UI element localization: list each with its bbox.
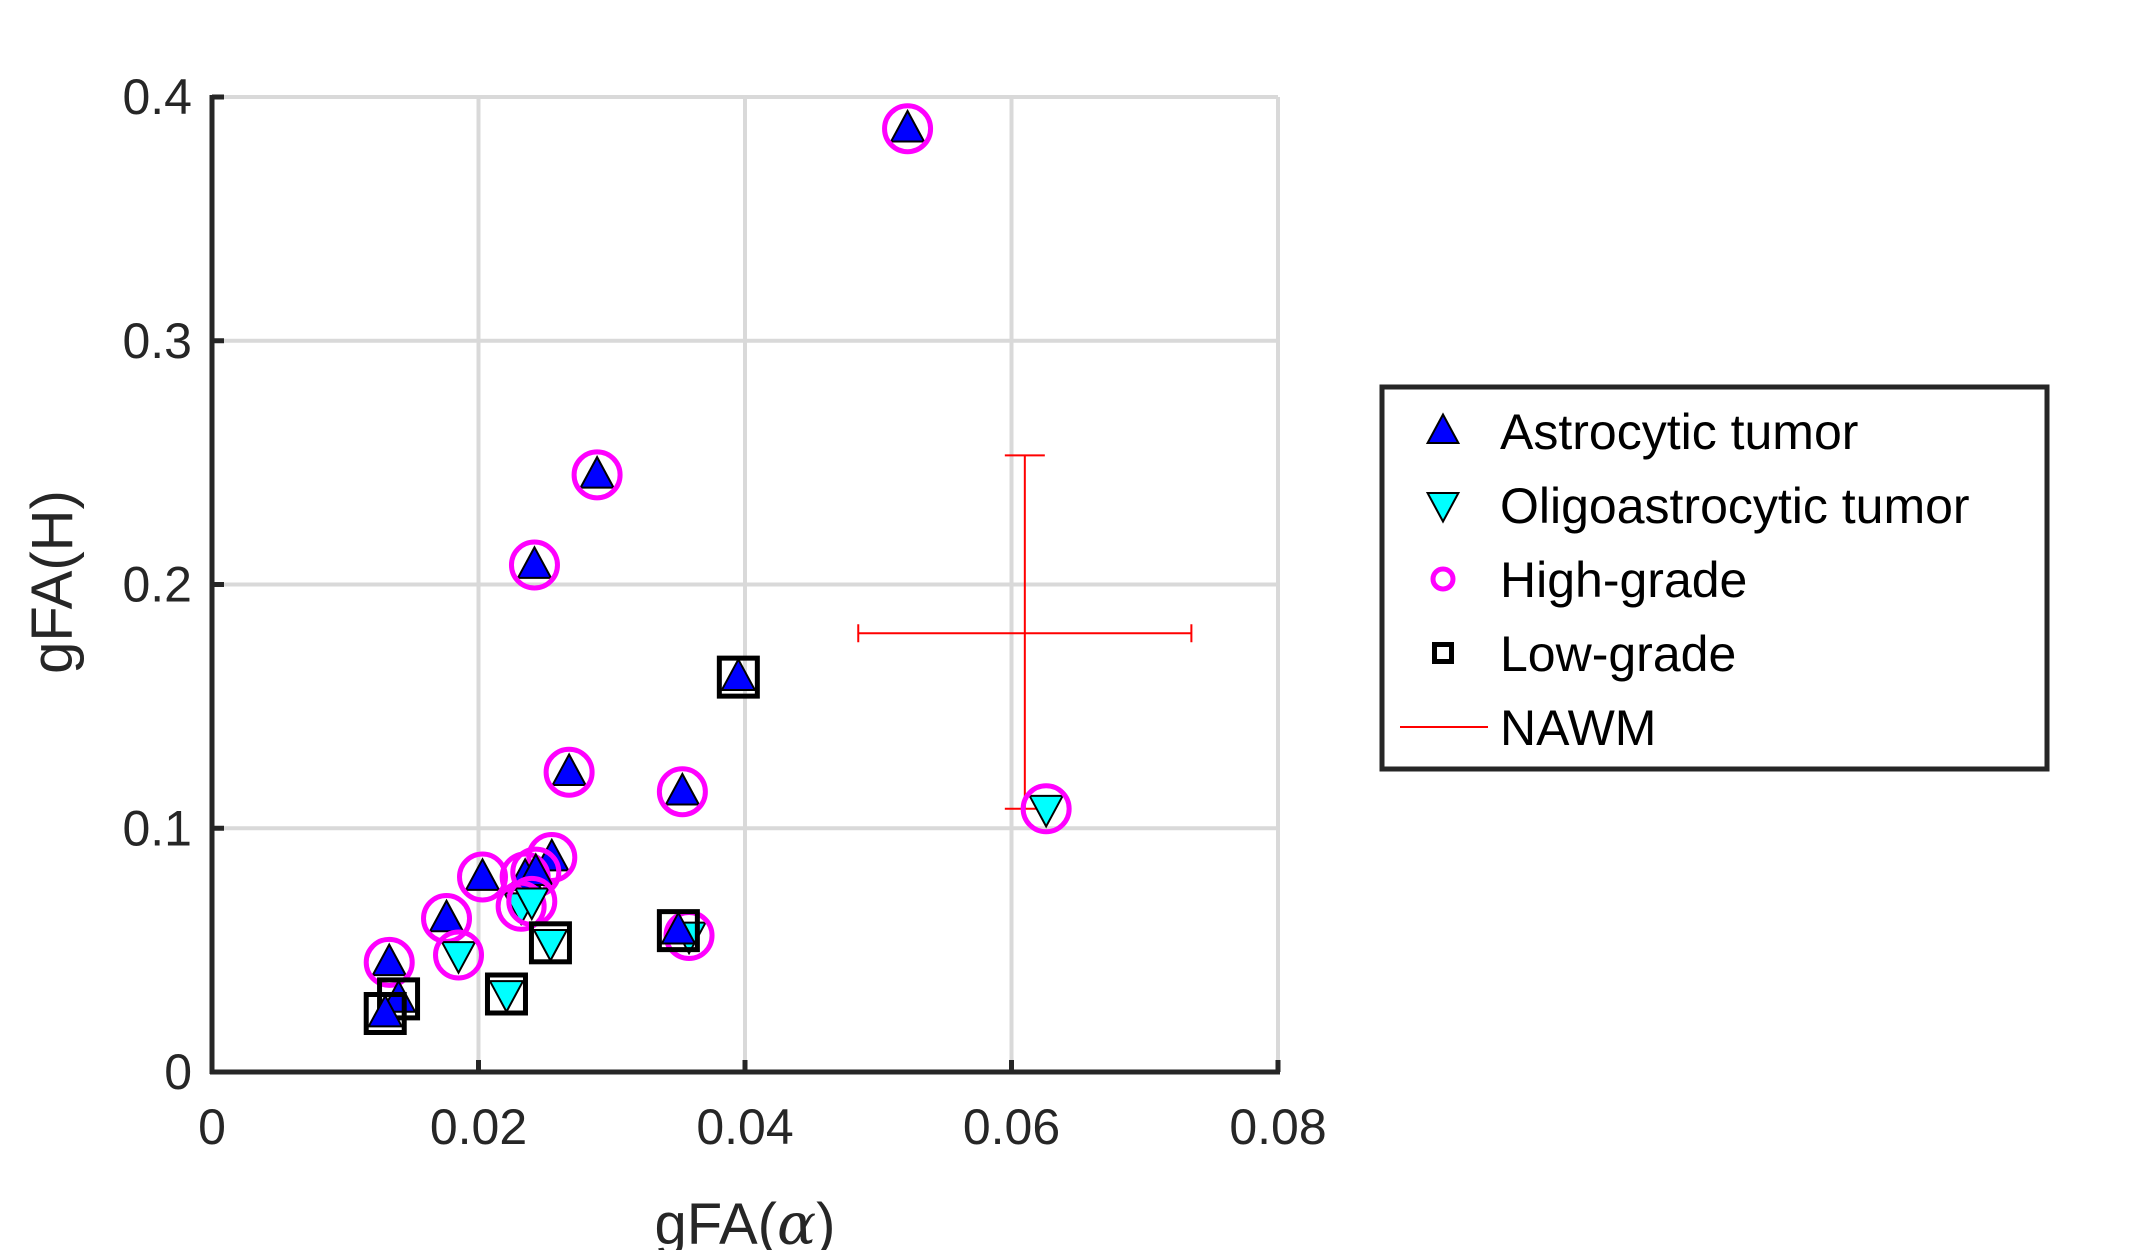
high-grade-marker <box>363 936 415 988</box>
tick-labels: 0 0.02 0.04 0.06 0.08 0 0.1 0.2 0.3 0.4 <box>122 69 1326 1155</box>
astrocytic-tumor-marker <box>550 752 588 787</box>
astrocytic-tumor-marker <box>516 545 553 579</box>
legend-item: High-grade <box>1430 552 1747 608</box>
data-point <box>716 655 760 699</box>
data-point <box>656 909 700 953</box>
x-axis-title-prefix: gFA( <box>655 1192 778 1250</box>
legend-oligoastrocytic-marker <box>1425 492 1461 524</box>
y-axis-title: gFA(H) <box>20 490 85 674</box>
x-axis-title-symbol: α <box>777 1190 816 1250</box>
data-point <box>543 746 595 798</box>
y-tick-label: 0 <box>164 1044 192 1100</box>
y-tick-label: 0.4 <box>122 69 192 125</box>
legend-label: NAWM <box>1500 700 1656 756</box>
legend-item: Oligoastrocytic tumor <box>1425 478 1970 534</box>
high-grade-marker <box>571 449 623 501</box>
x-tick-label: 0.04 <box>696 1099 793 1155</box>
high-grade-marker <box>656 766 708 818</box>
low-grade-marker <box>377 977 421 1021</box>
data-point <box>363 936 415 988</box>
oligoastrocytic-tumor-marker <box>513 887 550 922</box>
legend-label: Low-grade <box>1500 626 1736 682</box>
low-grade-marker <box>363 992 407 1035</box>
y-tick-label: 0.3 <box>122 313 192 369</box>
astrocytic-tumor-marker <box>371 942 408 977</box>
legend-astrocytic-marker <box>1425 412 1461 444</box>
high-grade-marker <box>543 746 595 798</box>
oligoastrocytic-tumor-marker <box>440 941 477 975</box>
data-points <box>363 103 1072 1035</box>
high-grade-marker <box>882 103 934 155</box>
astrocytic-tumor-marker <box>889 108 926 143</box>
x-tick-label: 0.02 <box>430 1099 527 1155</box>
x-tick-label: 0.06 <box>963 1099 1060 1155</box>
astrocytic-tumor-marker <box>578 455 616 489</box>
high-grade-marker <box>1020 783 1072 835</box>
x-axis-title-suffix: ) <box>816 1192 835 1250</box>
astrocytic-tumor-marker <box>428 898 465 933</box>
y-tick-label: 0.1 <box>122 800 192 856</box>
data-point <box>456 851 508 903</box>
high-grade-marker <box>526 832 578 883</box>
oligoastrocytic-tumor-marker <box>1027 794 1065 829</box>
oligoastrocytic-tumor-marker <box>488 980 525 1014</box>
data-point <box>528 921 572 965</box>
legend-item: Low-grade <box>1432 626 1736 682</box>
legend-label: Astrocytic tumor <box>1500 404 1858 460</box>
low-grade-marker <box>716 655 760 699</box>
data-point <box>508 539 560 591</box>
high-grade-marker <box>456 851 508 903</box>
low-grade-marker <box>656 909 700 953</box>
low-grade-marker <box>528 921 572 965</box>
low-grade-marker <box>484 972 528 1016</box>
astrocytic-tumor-marker <box>720 657 757 691</box>
x-tick-label: 0 <box>198 1099 226 1155</box>
oligoastrocytic-tumor-marker <box>532 928 569 963</box>
astrocytic-tumor-marker <box>464 857 501 891</box>
legend-label: Oligoastrocytic tumor <box>1500 478 1970 534</box>
x-axis-title: gFA(α) <box>655 1190 836 1250</box>
data-point <box>882 103 934 155</box>
high-grade-marker <box>508 539 560 591</box>
x-tick-label: 0.08 <box>1229 1099 1326 1155</box>
legend-item: NAWM <box>1400 700 1656 756</box>
axes <box>209 94 1281 1075</box>
data-point <box>484 972 528 1016</box>
data-point <box>656 766 708 818</box>
legend-low-grade-marker <box>1432 642 1454 664</box>
legend-high-grade-marker <box>1430 566 1456 592</box>
data-point <box>506 875 558 927</box>
astrocytic-tumor-marker <box>664 771 701 806</box>
legend-label: High-grade <box>1500 552 1747 608</box>
y-tick-label: 0.2 <box>122 557 192 613</box>
astrocytic-tumor-marker <box>367 993 404 1028</box>
high-grade-marker <box>433 929 485 981</box>
data-point <box>433 929 485 981</box>
astrocytic-tumor-marker <box>660 910 697 945</box>
legend: Astrocytic tumor Oligoastrocytic tumor Hig… <box>1379 384 2050 772</box>
data-point <box>571 449 623 501</box>
legend-box <box>1379 384 2050 772</box>
data-point <box>363 992 407 1035</box>
legend-item: Astrocytic tumor <box>1425 404 1858 460</box>
data-point <box>1020 783 1072 835</box>
